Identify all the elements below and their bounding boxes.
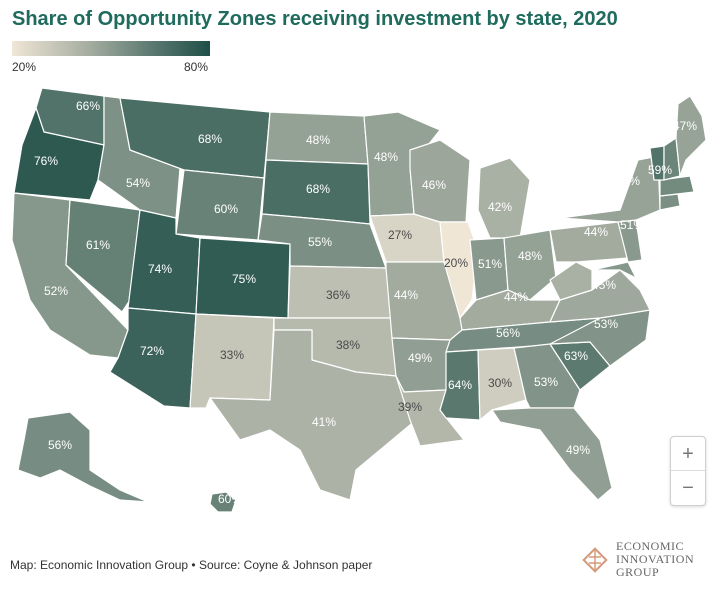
- state-value-label-SC: 63%: [564, 349, 588, 363]
- state-value-label-NJ: 51%: [620, 218, 644, 232]
- state-value-label-OH: 48%: [518, 249, 542, 263]
- state-value-label-ID: 54%: [126, 176, 150, 190]
- state-value-label-KY: 44%: [504, 290, 528, 304]
- state-WV[interactable]: [549, 261, 593, 301]
- state-value-label-NM: 33%: [220, 348, 244, 362]
- state-value-label-MI: 42%: [488, 200, 512, 214]
- state-value-label-IN: 51%: [478, 257, 502, 271]
- states-layer: [11, 87, 707, 513]
- state-value-label-WI: 46%: [422, 178, 446, 192]
- legend-color-scale: [12, 41, 210, 56]
- legend-max-label: 80%: [184, 60, 209, 74]
- legend-min-label: 20%: [12, 60, 37, 74]
- state-IL[interactable]: [439, 221, 479, 319]
- state-value-label-LA: 39%: [398, 400, 422, 414]
- state-HI[interactable]: [209, 491, 237, 513]
- state-VA[interactable]: [549, 269, 651, 323]
- logo-line-1: ECONOMIC: [616, 539, 685, 553]
- state-AL[interactable]: [477, 347, 527, 421]
- state-value-label-AL: 30%: [488, 376, 512, 390]
- state-value-label-NY: 47%: [616, 174, 640, 188]
- state-PA[interactable]: [549, 221, 629, 263]
- state-value-label-MN: 48%: [374, 150, 398, 164]
- state-value-label-CO: 75%: [232, 272, 256, 286]
- state-CT[interactable]: [659, 193, 681, 211]
- state-value-label-KS: 36%: [326, 288, 350, 302]
- zoom-out-button[interactable]: −: [682, 477, 694, 499]
- state-value-label-FL: 49%: [566, 443, 590, 457]
- state-value-label-MO: 44%: [394, 288, 418, 302]
- state-OR[interactable]: [13, 107, 105, 201]
- state-labels-layer: 66% 76% 52% 61% 54% 68% 60% 74% 72% 75% 33% 48% 68% 5…: [34, 99, 697, 506]
- state-value-label-UT: 74%: [148, 262, 172, 276]
- state-FL[interactable]: [491, 407, 613, 501]
- state-LA[interactable]: [395, 375, 465, 447]
- zoom-control: + −: [670, 436, 706, 506]
- state-NY[interactable]: [559, 155, 661, 223]
- state-value-label-AR: 49%: [408, 351, 432, 365]
- state-value-label-NV: 61%: [86, 238, 110, 252]
- state-value-label-WA: 66%: [76, 99, 100, 113]
- state-value-label-TX: 41%: [312, 415, 336, 429]
- state-OH[interactable]: [503, 229, 557, 301]
- state-value-label-AK: 56%: [48, 438, 72, 452]
- eig-diamond-logo-icon: [582, 546, 608, 573]
- state-value-label-NH: 59%: [648, 163, 672, 177]
- state-value-label-MT: 68%: [198, 132, 222, 146]
- state-value-label-IL: 20%: [444, 256, 468, 270]
- state-NV[interactable]: [65, 199, 141, 313]
- zoom-in-button[interactable]: +: [671, 437, 705, 471]
- state-value-label-ME: 47%: [673, 119, 697, 133]
- state-value-label-ND: 48%: [306, 133, 330, 147]
- state-value-label-WY: 60%: [214, 202, 238, 216]
- state-value-label-OK: 38%: [336, 338, 360, 352]
- state-MI[interactable]: [477, 157, 531, 239]
- state-value-label-AZ: 72%: [140, 344, 164, 358]
- eig-logo: ECONOMIC INNOVATION GROUP: [580, 540, 694, 579]
- logo-line-3: GROUP: [616, 565, 660, 579]
- state-TX[interactable]: [209, 329, 417, 501]
- state-value-label-CA: 52%: [44, 284, 68, 298]
- logo-line-2: INNOVATION: [616, 552, 695, 566]
- state-ME[interactable]: [675, 95, 707, 177]
- state-value-label-TN: 56%: [496, 326, 520, 340]
- state-value-label-IA: 27%: [388, 228, 412, 242]
- source-credit: Map: Economic Innovation Group • Source:…: [10, 558, 373, 572]
- state-value-label-HI: 60%: [218, 492, 242, 506]
- state-value-label-NE: 55%: [308, 235, 332, 249]
- state-value-label-VA: 45%: [592, 278, 616, 292]
- state-value-label-PA: 44%: [584, 225, 608, 239]
- map-title: Share of Opportunity Zones receiving inv…: [12, 8, 618, 30]
- state-AK[interactable]: [17, 411, 149, 503]
- state-value-label-MS: 64%: [448, 378, 472, 392]
- state-value-label-OR: 76%: [34, 154, 58, 168]
- state-MA[interactable]: [659, 175, 695, 197]
- state-value-label-GA: 53%: [534, 375, 558, 389]
- state-value-label-NC: 53%: [594, 317, 618, 331]
- state-value-label-SD: 68%: [306, 182, 330, 196]
- state-MD[interactable]: [591, 261, 637, 279]
